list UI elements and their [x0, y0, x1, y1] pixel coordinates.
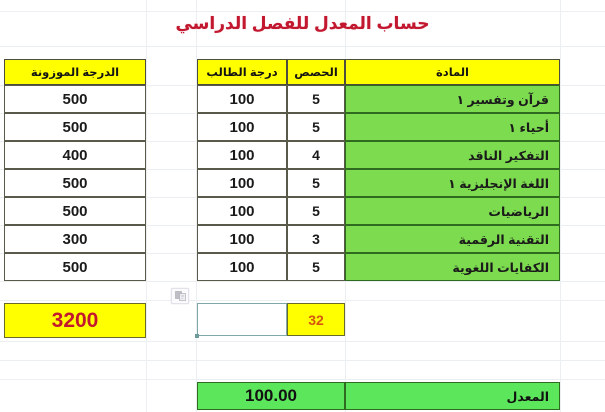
selection-fill-handle[interactable] [195, 334, 199, 338]
student-grade-cell[interactable]: 100 [197, 169, 287, 197]
sessions-cell[interactable]: 4 [287, 141, 345, 169]
subject-cell[interactable]: اللغة الإنجليزية ١ [345, 169, 560, 197]
weighted-total-cell[interactable]: 3200 [4, 303, 146, 338]
sessions-cell[interactable]: 5 [287, 113, 345, 141]
weighted-grade-cell[interactable]: 400 [4, 141, 146, 169]
student-grade-cell[interactable]: 100 [197, 253, 287, 281]
paste-options-icon[interactable] [171, 288, 189, 304]
subject-cell[interactable]: الكفايات اللغوية [345, 253, 560, 281]
weighted-grade-cell[interactable]: 300 [4, 225, 146, 253]
sessions-cell[interactable]: 3 [287, 225, 345, 253]
selected-empty-cell[interactable] [197, 303, 287, 336]
subject-cell[interactable]: قرآن وتفسير ١ [345, 85, 560, 113]
subject-cell[interactable]: الرياضيات [345, 197, 560, 225]
student-grade-cell[interactable]: 100 [197, 85, 287, 113]
weighted-grade-cell[interactable]: 500 [4, 169, 146, 197]
sessions-cell[interactable]: 5 [287, 85, 345, 113]
column-header-subject-label: المادة [436, 67, 469, 79]
subject-cell[interactable]: التقنية الرقمية [345, 225, 560, 253]
student-grade-cell[interactable]: 100 [197, 225, 287, 253]
sessions-cell[interactable]: 5 [287, 197, 345, 225]
column-header-sessions: الحصص [287, 59, 345, 85]
column-header-subject: المادة [345, 59, 560, 85]
student-grade-cell[interactable]: 100 [197, 141, 287, 169]
average-label-cell: المعدل [345, 382, 560, 410]
weighted-grade-cell[interactable]: 500 [4, 85, 146, 113]
subject-cell[interactable]: التفكير الناقد [345, 141, 560, 169]
weighted-grade-cell[interactable]: 500 [4, 197, 146, 225]
student-grade-cell[interactable]: 100 [197, 113, 287, 141]
sessions-cell[interactable]: 5 [287, 169, 345, 197]
column-header-weighted: الدرجة الموزونة [4, 59, 146, 85]
weighted-grade-cell[interactable]: 500 [4, 113, 146, 141]
sessions-cell[interactable]: 5 [287, 253, 345, 281]
weighted-grade-cell[interactable]: 500 [4, 253, 146, 281]
page-title: حساب المعدل للفصل الدراسي [175, 14, 430, 33]
column-header-student-grade: درجة الطالب [197, 59, 287, 85]
sessions-total-cell[interactable]: 32 [287, 303, 345, 336]
subject-cell[interactable]: أحياء ١ [345, 113, 560, 141]
student-grade-cell[interactable]: 100 [197, 197, 287, 225]
average-value-cell[interactable]: 100.00 [197, 382, 345, 410]
